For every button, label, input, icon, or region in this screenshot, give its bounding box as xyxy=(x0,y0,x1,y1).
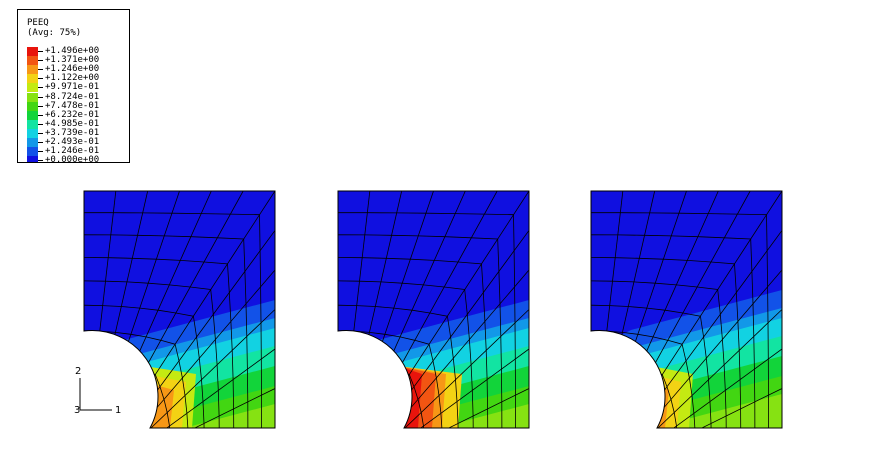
legend-label: +1.246e+00 xyxy=(45,64,100,75)
legend-swatch xyxy=(27,74,38,84)
mesh-line xyxy=(398,309,529,428)
mesh-ring xyxy=(591,234,756,428)
legend-label: +1.246e-01 xyxy=(45,146,100,157)
legend-tick xyxy=(38,51,43,52)
legend-swatch xyxy=(27,56,38,66)
legend-label: +9.971e-01 xyxy=(45,82,100,93)
strain-band xyxy=(338,375,529,428)
legend-label: +0.000e+00 xyxy=(45,155,100,166)
mesh-ring xyxy=(84,280,220,428)
mesh-ring xyxy=(591,304,712,428)
mesh-line xyxy=(654,348,782,428)
mesh-ring xyxy=(84,257,235,428)
legend-swatch xyxy=(27,138,38,147)
legend-tick xyxy=(38,142,43,143)
mesh-line xyxy=(403,388,529,428)
mesh-line xyxy=(140,269,275,427)
legend-swatch xyxy=(27,110,38,120)
triad-label-out: 3 xyxy=(74,405,80,416)
strain-band xyxy=(84,371,275,428)
part-outline xyxy=(83,190,276,429)
panel-1 xyxy=(83,190,276,429)
triad-label-horizontal: 1 xyxy=(115,405,121,416)
strain-band xyxy=(591,375,782,428)
legend-label: +4.985e-01 xyxy=(45,118,100,129)
mesh-ring xyxy=(338,257,489,428)
panel-3 xyxy=(590,190,783,429)
legend-tick xyxy=(38,132,43,134)
mesh-ring xyxy=(338,330,443,428)
triad-label-vertical: 2 xyxy=(75,366,81,377)
mesh-ring xyxy=(338,234,503,428)
mesh-line xyxy=(656,388,782,428)
part-outline xyxy=(590,190,783,429)
legend-swatch xyxy=(27,92,38,102)
mesh-ring xyxy=(84,330,189,428)
mesh-ring xyxy=(591,212,769,428)
mesh-line xyxy=(136,230,275,420)
legend-label: +2.493e-01 xyxy=(45,137,100,147)
legend-label: +1.122e+00 xyxy=(45,73,100,84)
mesh-ring xyxy=(338,280,474,428)
mesh-ring xyxy=(84,234,249,428)
mesh-line xyxy=(656,427,782,428)
legend-title: PEEQ xyxy=(27,18,49,28)
mesh-line xyxy=(403,427,529,428)
part-outline xyxy=(337,190,530,429)
legend-swatch xyxy=(27,156,38,163)
legend-tick xyxy=(38,105,43,107)
mesh-line xyxy=(643,230,782,420)
mesh-line xyxy=(401,348,529,428)
mesh-line xyxy=(149,388,275,428)
mesh-line xyxy=(651,309,782,428)
legend-swatch xyxy=(27,128,38,138)
legend-tick xyxy=(38,87,43,89)
mesh-line xyxy=(394,269,529,427)
legend-swatch xyxy=(27,119,38,129)
mesh-ring xyxy=(84,304,205,428)
mesh-line xyxy=(647,269,782,427)
mesh-line xyxy=(149,427,275,428)
legend-label: +8.724e-01 xyxy=(45,91,100,102)
legend-subtitle: (Avg: 75%) xyxy=(27,28,82,38)
mesh-ring xyxy=(338,304,459,428)
legend-label: +1.496e+00 xyxy=(45,46,100,56)
mesh-ring xyxy=(84,212,263,428)
legend-label: +1.371e+00 xyxy=(45,55,100,66)
legend-tick xyxy=(38,60,43,62)
mesh-ring xyxy=(591,257,742,428)
legend-swatch xyxy=(27,147,38,157)
mesh-line xyxy=(147,348,275,428)
legend-label: +7.478e-01 xyxy=(45,100,100,111)
legend-label: +6.232e-01 xyxy=(45,109,100,120)
mesh-line xyxy=(390,230,529,420)
contour-legend: PEEQ (Avg: 75%) +1.496e+00 +1.371e+00 +1.2… xyxy=(17,9,130,166)
legend-swatch xyxy=(27,83,38,93)
mesh-line xyxy=(144,309,275,428)
legend-tick xyxy=(38,151,43,153)
legend-tick xyxy=(38,96,43,98)
strain-band xyxy=(338,371,529,428)
legend-swatch xyxy=(27,47,38,56)
legend-tick xyxy=(38,78,43,80)
mesh-ring xyxy=(591,280,727,428)
mesh-ring xyxy=(338,212,516,428)
axis-triad: 2 1 3 xyxy=(74,366,121,416)
legend-tick xyxy=(38,69,43,71)
legend-swatch xyxy=(27,65,38,75)
legend-tick xyxy=(38,123,43,125)
mesh-ring xyxy=(591,330,696,428)
legend-tick xyxy=(38,114,43,116)
legend-label: +3.739e-01 xyxy=(45,127,100,138)
legend-tick xyxy=(38,160,43,162)
legend-swatch xyxy=(27,101,38,111)
panel-2 xyxy=(337,190,530,429)
strain-band xyxy=(84,375,275,428)
